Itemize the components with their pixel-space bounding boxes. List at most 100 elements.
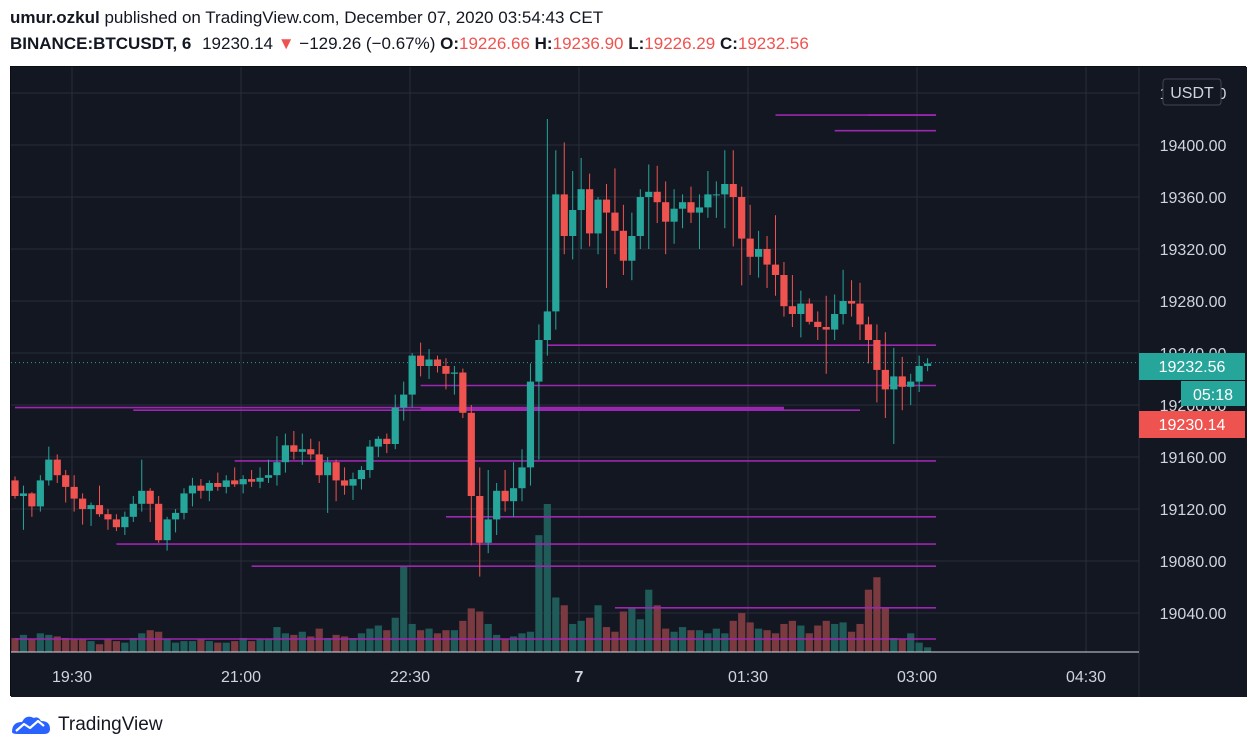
candle-body[interactable] [70,486,78,499]
candle-body[interactable] [501,490,509,502]
candle-body[interactable] [433,359,442,367]
candle-body[interactable] [155,503,163,541]
candle-body[interactable] [577,189,585,210]
candle-body[interactable] [28,493,36,507]
candle-body[interactable] [636,197,644,236]
candle-body[interactable] [814,321,822,327]
candle-body[interactable] [881,369,889,390]
candle-body[interactable] [214,483,222,487]
candle-body[interactable] [239,479,247,485]
candle-body[interactable] [797,303,805,314]
candle-body[interactable] [484,519,492,543]
candlestick-chart[interactable]: 19440.0019400.0019360.0019320.0019280.00… [11,67,1247,697]
candle-body[interactable] [188,485,197,494]
candle-body[interactable] [222,480,230,487]
candle-body[interactable] [729,184,737,197]
candle-body[interactable] [36,480,44,507]
candle-body[interactable] [95,505,104,515]
candle-body[interactable] [442,366,450,374]
candle-body[interactable] [104,514,112,520]
candle-body[interactable] [594,199,602,234]
candle-body[interactable] [129,503,137,517]
candle-body[interactable] [586,189,594,234]
candle-body[interactable] [264,475,273,478]
candle-body[interactable] [467,412,475,496]
candle-body[interactable] [763,249,771,265]
candle-body[interactable] [163,519,171,541]
candle-body[interactable] [45,459,53,481]
candle-body[interactable] [678,202,687,209]
candle-body[interactable] [755,249,763,257]
candle-body[interactable] [19,493,28,496]
currency-badge[interactable] [1162,78,1222,106]
author-name[interactable]: umur.ozkul [10,8,100,27]
candle-body[interactable] [53,459,61,476]
candle-body[interactable] [738,197,746,239]
candle-body[interactable] [180,493,188,513]
candle-body[interactable] [552,194,560,312]
candle-body[interactable] [87,505,95,509]
candle-body[interactable] [653,191,661,203]
candle-body[interactable] [898,376,906,387]
candle-body[interactable] [290,445,298,452]
candle-body[interactable] [611,212,619,231]
candle-body[interactable] [695,207,704,213]
candle-body[interactable] [864,324,873,340]
candle-body[interactable] [307,449,315,455]
candle-body[interactable] [315,454,323,476]
candle-body[interactable] [526,381,535,468]
candle-body[interactable] [847,301,856,304]
candle-body[interactable] [366,446,374,470]
footer-brand[interactable]: TradingView [58,714,163,735]
candle-body[interactable] [476,496,484,543]
tradingview-logo-icon[interactable] [10,712,52,738]
candle-body[interactable] [560,194,568,236]
candle-body[interactable] [383,438,391,444]
candle-body[interactable] [788,306,796,314]
candle-body[interactable] [493,490,501,520]
candle-body[interactable] [535,340,543,382]
candle-body[interactable] [839,301,847,314]
candle-body[interactable] [400,394,408,408]
candle-body[interactable] [425,359,433,367]
candle-body[interactable] [915,366,923,382]
candle-body[interactable] [670,208,678,222]
candle-body[interactable] [628,236,636,261]
candle-body[interactable] [273,462,281,476]
candle-body[interactable] [873,340,881,370]
candle-body[interactable] [112,519,120,528]
candle-body[interactable] [324,462,332,476]
candle-body[interactable] [417,355,425,366]
candle-body[interactable] [543,311,551,340]
candle-body[interactable] [569,210,577,236]
candle-body[interactable] [281,445,289,463]
candle-body[interactable] [856,303,864,325]
candle-body[interactable] [62,475,70,487]
candle-body[interactable] [662,202,670,222]
candle-body[interactable] [374,438,382,447]
candle-body[interactable] [146,490,154,504]
candle-body[interactable] [332,462,340,481]
candle-body[interactable] [890,376,898,390]
candle-body[interactable] [721,184,729,195]
candle-body[interactable] [357,470,366,480]
candle-body[interactable] [79,498,87,509]
candle-body[interactable] [602,199,611,213]
candle-body[interactable] [138,490,146,504]
candle-body[interactable] [391,407,399,444]
candle-body[interactable] [687,202,695,213]
candle-body[interactable] [805,303,813,322]
candle-body[interactable] [645,191,653,197]
candle-body[interactable] [771,264,780,275]
candle-body[interactable] [408,355,416,395]
candle-body[interactable] [340,480,349,486]
candle-body[interactable] [518,467,526,489]
candle-body[interactable] [907,381,915,387]
candle-body[interactable] [298,449,306,452]
candle-body[interactable] [712,194,720,196]
candle-body[interactable] [509,488,518,502]
candle-body[interactable] [924,363,932,366]
candle-body[interactable] [746,238,754,257]
candle-body[interactable] [619,230,627,261]
candle-body[interactable] [831,314,839,330]
